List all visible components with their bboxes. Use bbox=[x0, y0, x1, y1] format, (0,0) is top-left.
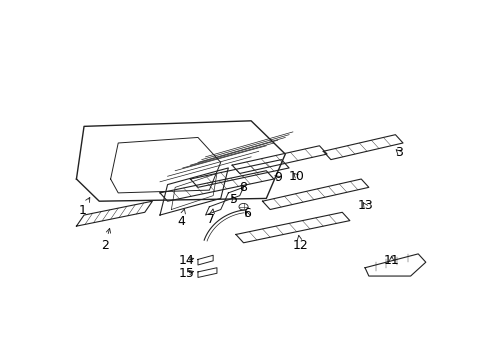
Text: 8: 8 bbox=[240, 181, 247, 194]
Text: 3: 3 bbox=[395, 146, 403, 159]
Text: 6: 6 bbox=[244, 207, 251, 220]
Text: 13: 13 bbox=[357, 199, 373, 212]
Text: 10: 10 bbox=[289, 170, 305, 183]
Text: 2: 2 bbox=[101, 228, 111, 252]
Text: 14: 14 bbox=[179, 254, 195, 267]
Text: 4: 4 bbox=[177, 209, 185, 229]
Text: 7: 7 bbox=[207, 209, 215, 226]
Text: 9: 9 bbox=[274, 171, 282, 184]
Text: 12: 12 bbox=[293, 235, 308, 252]
Text: 1: 1 bbox=[78, 198, 90, 217]
Text: 5: 5 bbox=[230, 193, 238, 206]
Text: 15: 15 bbox=[179, 267, 195, 280]
Text: 11: 11 bbox=[384, 254, 399, 267]
